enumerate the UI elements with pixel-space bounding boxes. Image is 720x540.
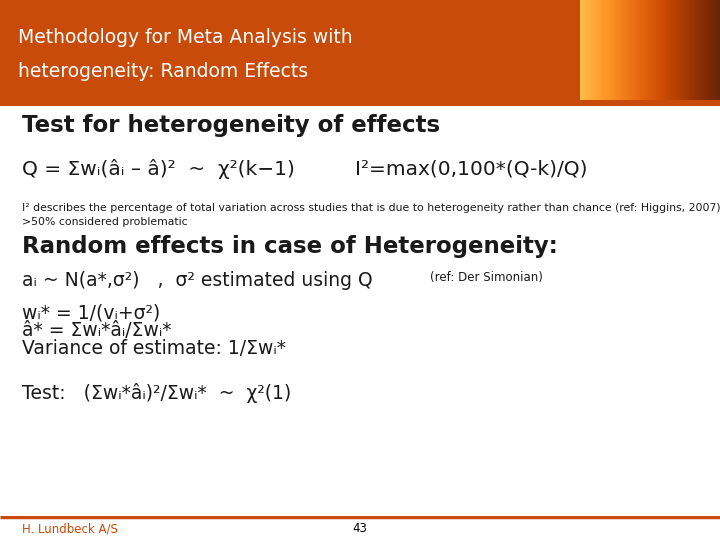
Text: >50% considered problematic: >50% considered problematic (22, 217, 188, 227)
Text: 43: 43 (353, 522, 367, 535)
Text: Test:   (Σwᵢ*âᵢ)²/Σwᵢ*  ~  χ²(1): Test: (Σwᵢ*âᵢ)²/Σwᵢ* ~ χ²(1) (22, 383, 292, 403)
Text: heterogeneity: Random Effects: heterogeneity: Random Effects (18, 63, 308, 82)
Text: â* = Σwᵢ*âᵢ/Σwᵢ*: â* = Σwᵢ*âᵢ/Σwᵢ* (22, 321, 171, 340)
Text: Variance of estimate: 1/Σwᵢ*: Variance of estimate: 1/Σwᵢ* (22, 339, 286, 358)
Text: Test for heterogeneity of effects: Test for heterogeneity of effects (22, 114, 440, 137)
Text: Methodology for Meta Analysis with: Methodology for Meta Analysis with (18, 29, 353, 48)
Text: Random effects in case of Heterogeneity:: Random effects in case of Heterogeneity: (22, 235, 558, 258)
Text: Q = Σwᵢ(âᵢ – â)²  ~  χ²(k−1): Q = Σwᵢ(âᵢ – â)² ~ χ²(k−1) (22, 159, 295, 179)
Text: H. Lundbeck A/S: H. Lundbeck A/S (22, 522, 118, 535)
Text: aᵢ ~ N(a*,σ²)   ,  σ² estimated using Q: aᵢ ~ N(a*,σ²) , σ² estimated using Q (22, 271, 373, 290)
Text: (ref: Der Simonian): (ref: Der Simonian) (430, 271, 543, 284)
Text: wᵢ* = 1/(vᵢ+σ²): wᵢ* = 1/(vᵢ+σ²) (22, 303, 161, 322)
Text: I²=max(0,100*(Q-k)/Q): I²=max(0,100*(Q-k)/Q) (355, 159, 588, 178)
Text: I² describes the percentage of total variation across studies that is due to het: I² describes the percentage of total var… (22, 203, 720, 213)
